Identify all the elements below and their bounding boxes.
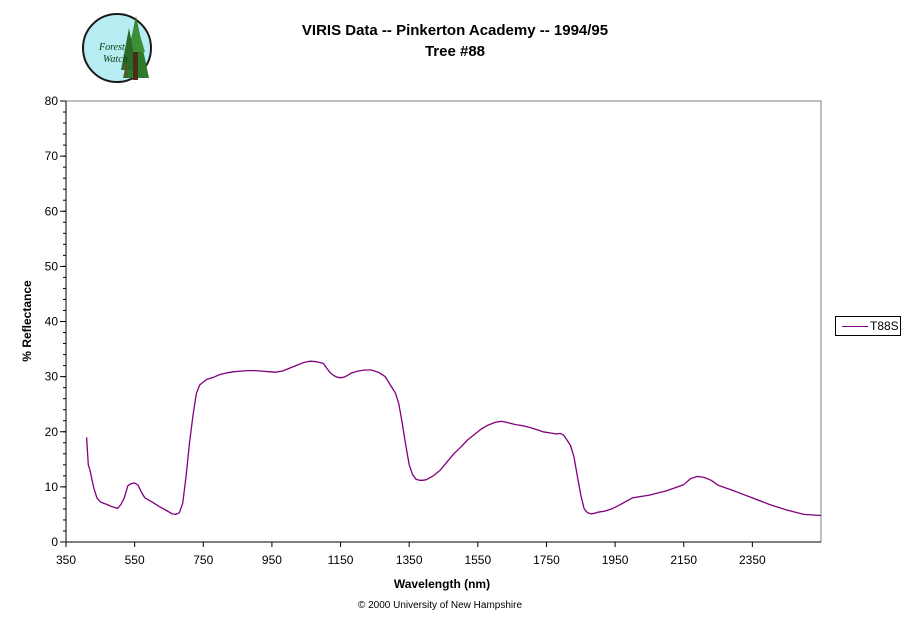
x-axis-title: Wavelength (nm)	[394, 577, 490, 591]
y-tick-label: 40	[45, 315, 59, 329]
y-tick-label: 0	[51, 535, 58, 549]
y-axis-ticks: 0 10 20 30 40 50 60 70 80	[45, 94, 66, 549]
x-tick-label: 2150	[670, 553, 697, 567]
y-tick-label: 30	[45, 370, 59, 384]
y-tick-label: 80	[45, 94, 59, 108]
chart-subtitle: Tree #88	[424, 43, 486, 60]
x-tick-label: 1350	[396, 553, 423, 567]
x-tick-label: 350	[56, 553, 76, 567]
chart-title: VIRIS Data -- Pinkerton Academy -- 1994/…	[301, 22, 609, 39]
x-tick-label: 1550	[464, 553, 491, 567]
y-tick-label: 70	[45, 149, 59, 163]
legend-swatch-t88s	[842, 326, 868, 327]
copyright-notice: © 2000 University of New Hampshire	[357, 600, 523, 611]
y-tick-label: 20	[45, 425, 59, 439]
series-layer	[85, 360, 822, 517]
series-line-t88s	[85, 360, 822, 517]
legend-label-t88s: T88S	[870, 319, 899, 333]
logo-text-forest: Forest	[98, 42, 125, 53]
x-axis-ticks: 350 550 750 950 1150 1350 1550 1750 1950 2150 2350	[56, 542, 766, 567]
y-tick-label: 60	[45, 204, 59, 218]
x-tick-label: 1750	[533, 553, 560, 567]
x-tick-label: 950	[262, 553, 282, 567]
legend: T88S	[835, 316, 901, 336]
x-tick-label: 550	[125, 553, 145, 567]
x-tick-label: 1950	[602, 553, 629, 567]
y-tick-label: 50	[45, 259, 59, 273]
x-tick-label: 1150	[328, 553, 354, 567]
y-tick-label: 10	[45, 480, 59, 494]
logo-text-watch: Watch	[103, 54, 128, 65]
forest-watch-logo: Forest Watch	[81, 12, 153, 84]
y-axis-title: % Reflectance	[20, 280, 34, 362]
plot-area-frame	[65, 100, 822, 543]
x-tick-label: 750	[193, 553, 213, 567]
x-tick-label: 2350	[739, 553, 766, 567]
